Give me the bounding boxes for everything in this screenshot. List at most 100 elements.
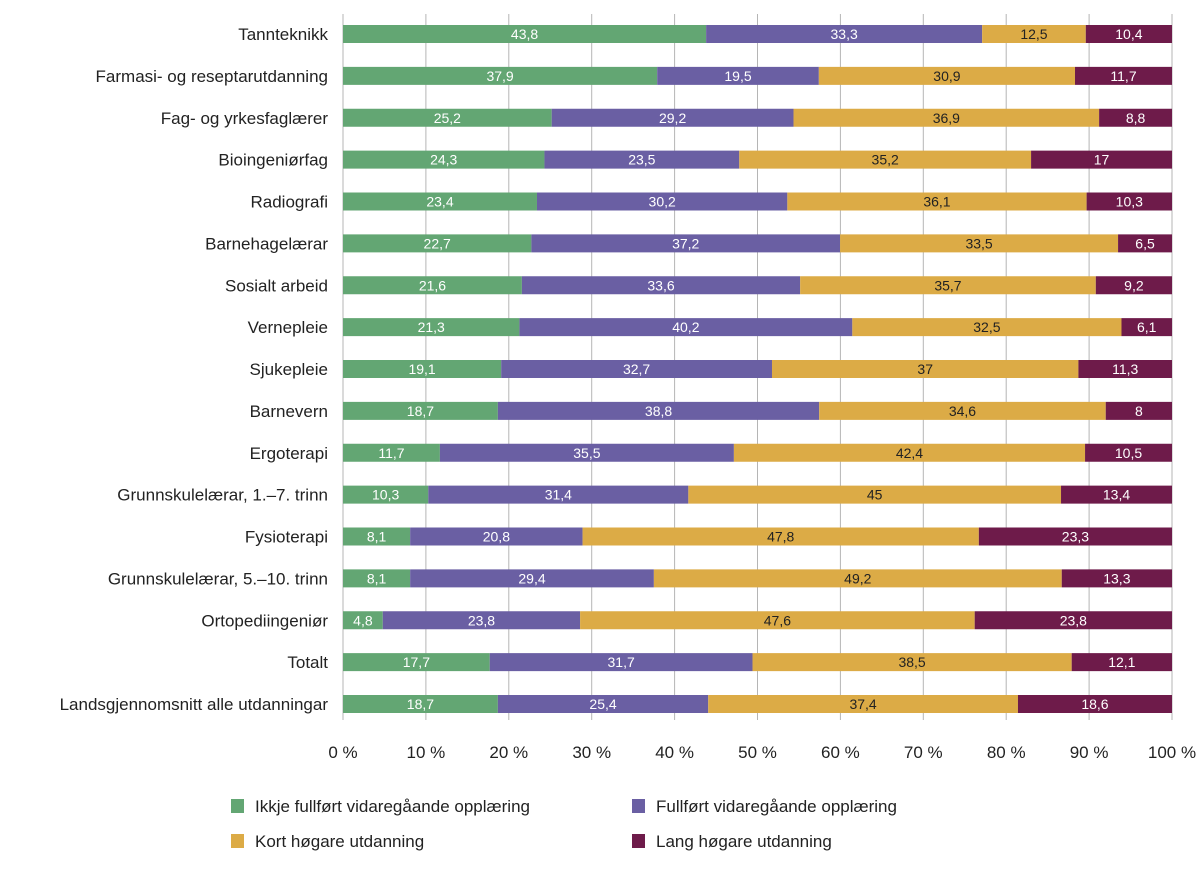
legend-label: Kort høgare utdanning — [255, 832, 424, 851]
bar-segment — [343, 192, 537, 211]
category-label: Ortopediingeniør — [201, 611, 328, 630]
bar-segment — [531, 234, 841, 253]
bar-segment — [819, 401, 1106, 420]
data-label: 8,1 — [367, 570, 387, 586]
data-label: 23,5 — [628, 152, 655, 168]
bar-segment — [343, 401, 498, 420]
bar-segment — [343, 318, 520, 337]
bar-segment — [497, 401, 820, 420]
x-axis-ticks: 0 % 10 % 20 % 30 % 40 % 50 % 60 % 70 % 80 % 90 % 1… — [328, 743, 1196, 762]
data-label: 34,6 — [949, 403, 976, 419]
bar-segment — [1078, 360, 1172, 378]
category-label: Bioingeniørfag — [218, 151, 328, 170]
legend-swatch — [231, 799, 244, 813]
x-tick-label: 20 % — [489, 743, 528, 762]
data-label: 10,3 — [372, 487, 399, 503]
category-label: Radiografi — [251, 193, 329, 212]
data-label: 18,6 — [1081, 696, 1108, 712]
data-label: 31,4 — [545, 487, 572, 503]
legend-swatch — [632, 834, 645, 848]
legend-label: Ikkje fullført vidaregåande opplæring — [255, 797, 530, 816]
data-label: 24,3 — [430, 152, 457, 168]
x-tick-label: 40 % — [655, 743, 694, 762]
data-label: 38,8 — [645, 403, 672, 419]
bar-segment — [489, 653, 753, 672]
bar-segment — [580, 611, 975, 630]
bar-segment — [688, 485, 1062, 504]
bar-segment — [343, 527, 411, 546]
data-label: 18,7 — [407, 403, 434, 419]
data-label: 30,2 — [649, 194, 676, 210]
category-label: Barnevern — [250, 402, 328, 421]
bar-segment — [428, 485, 689, 504]
bar-segment — [752, 653, 1072, 672]
data-label: 11,7 — [378, 445, 404, 461]
bar-segment — [410, 527, 583, 546]
bar-segment — [343, 569, 411, 588]
data-label: 8,1 — [367, 529, 387, 545]
data-label: 37,9 — [486, 68, 513, 84]
data-label: 8,8 — [1126, 110, 1146, 126]
bar-segment — [551, 108, 794, 127]
category-label: Fysioterapi — [245, 528, 328, 547]
x-tick-label: 80 % — [987, 743, 1026, 762]
bar-segment — [1121, 318, 1172, 337]
bar-segment — [343, 150, 545, 169]
data-label: 6,1 — [1137, 319, 1157, 335]
data-label: 33,3 — [831, 26, 858, 42]
bar-segment — [1095, 276, 1172, 295]
bar-segment — [706, 25, 983, 43]
data-label: 19,5 — [724, 68, 751, 84]
legend: Ikkje fullført vidaregåande opplæring Ful… — [231, 797, 897, 851]
bar-segment — [733, 443, 1086, 462]
data-label: 6,5 — [1135, 235, 1155, 251]
bar-segment — [582, 527, 979, 546]
data-label: 18,7 — [407, 696, 434, 712]
bar-segment — [1075, 66, 1172, 85]
category-label: Sosialt arbeid — [225, 276, 328, 295]
bar-segment — [1017, 695, 1172, 713]
category-labels: Tannteknikk Farmasi- og reseptarutdanning… — [60, 25, 329, 714]
bar-segment — [1085, 25, 1172, 43]
data-label: 37,2 — [672, 235, 699, 251]
data-label: 49,2 — [844, 570, 871, 586]
data-label: 30,9 — [933, 68, 960, 84]
data-label: 36,1 — [923, 194, 950, 210]
bar-segment — [771, 360, 1079, 378]
data-label: 20,8 — [483, 529, 510, 545]
bar-segment — [343, 695, 498, 713]
category-label: Ergoterapi — [250, 444, 328, 463]
bar-segment — [974, 611, 1172, 630]
bar-segment — [1118, 234, 1172, 253]
category-label: Farmasi- og reseptarutdanning — [96, 67, 328, 86]
legend-label: Lang høgare utdanning — [656, 832, 832, 851]
data-label: 23,8 — [468, 612, 495, 628]
data-label: 40,2 — [672, 319, 699, 335]
bar-segment — [787, 192, 1087, 211]
bar-segment — [653, 569, 1062, 588]
bar-segment — [343, 234, 532, 253]
bar-segment — [343, 443, 440, 462]
data-label: 8 — [1135, 403, 1143, 419]
x-tick-label: 10 % — [407, 743, 446, 762]
data-label: 29,4 — [518, 570, 545, 586]
data-label: 31,7 — [608, 654, 635, 670]
bar-segment — [382, 611, 581, 630]
bar-segment — [1105, 401, 1172, 420]
bar-segment — [343, 66, 658, 85]
bar-segment — [982, 25, 1086, 43]
bar-segment — [343, 653, 490, 672]
bar-segment — [800, 276, 1096, 295]
bars: 43,8 33,3 12,5 10,4 37,9 19,5 30,9 11,7 25,2 29,2… — [343, 25, 1172, 713]
data-label: 22,7 — [424, 235, 451, 251]
bar-segment — [840, 234, 1119, 253]
category-label: Barnehagelærar — [205, 234, 328, 253]
data-label: 25,2 — [434, 110, 461, 126]
data-label: 37 — [917, 361, 933, 377]
data-label: 43,8 — [511, 26, 538, 42]
data-label: 21,6 — [419, 277, 446, 293]
bar-segment — [793, 108, 1100, 127]
data-label: 10,4 — [1115, 26, 1142, 42]
data-label: 32,5 — [973, 319, 1000, 335]
